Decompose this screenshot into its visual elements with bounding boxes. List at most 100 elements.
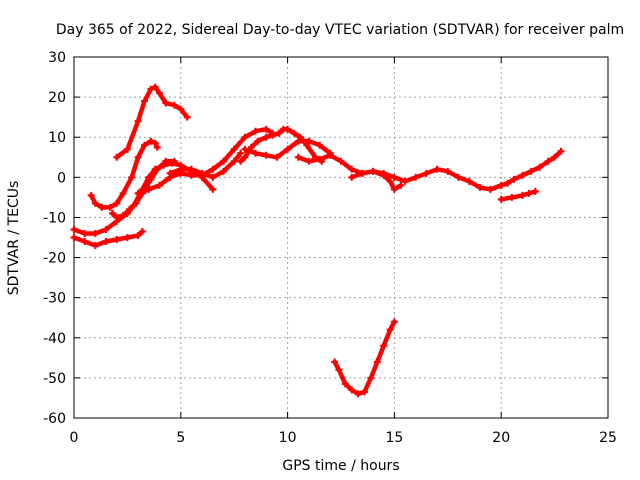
y-tick-label: -10 <box>43 210 66 226</box>
data-point <box>198 169 206 177</box>
data-point <box>126 205 134 213</box>
data-point <box>527 167 535 175</box>
x-tick-label: 20 <box>492 430 510 446</box>
data-point <box>551 153 559 161</box>
x-axis-title: GPS time / hours <box>282 458 399 474</box>
data-point <box>252 149 260 157</box>
data-point <box>284 125 292 133</box>
data-point <box>390 318 398 326</box>
data-point <box>241 145 249 153</box>
data-point <box>147 175 155 183</box>
data-point <box>337 157 345 165</box>
data-point <box>444 167 452 175</box>
data-point <box>354 390 362 398</box>
data-point <box>269 131 277 139</box>
data-point <box>531 187 539 195</box>
data-point <box>326 151 334 159</box>
data-point <box>91 242 99 250</box>
data-point <box>113 236 121 244</box>
data-point <box>237 157 245 165</box>
series-arc-7 <box>166 149 245 181</box>
data-point <box>508 193 516 201</box>
data-point <box>335 366 343 374</box>
grid <box>74 57 608 418</box>
data-point <box>155 89 163 97</box>
data-point <box>294 153 302 161</box>
data-point <box>497 195 505 203</box>
data-point <box>412 173 420 181</box>
data-point <box>262 151 270 159</box>
y-tick-label: 20 <box>48 90 66 106</box>
data-point <box>386 326 394 334</box>
data-point <box>134 189 142 197</box>
x-tick-label: 25 <box>599 430 617 446</box>
data-point <box>170 157 178 165</box>
data-point <box>91 199 99 207</box>
data-point <box>113 213 121 221</box>
data-point <box>519 171 527 179</box>
data-point <box>123 145 131 153</box>
x-tick-label: 10 <box>279 430 297 446</box>
data-point <box>132 199 140 207</box>
data-point <box>98 203 106 211</box>
data-point <box>187 165 195 173</box>
y-tick-label: -50 <box>43 371 66 387</box>
data-point <box>134 153 142 161</box>
data-point <box>220 167 228 175</box>
data-point <box>465 177 473 185</box>
data-point <box>254 137 262 145</box>
data-point <box>390 173 398 181</box>
data-point <box>151 83 159 91</box>
plot-frame <box>73 56 609 419</box>
data-point <box>316 141 324 149</box>
data-point <box>454 173 462 181</box>
data-point <box>525 189 533 197</box>
data-point <box>187 171 195 179</box>
series-arc-8 <box>237 125 326 165</box>
data-point <box>155 181 163 189</box>
data-point <box>209 185 217 193</box>
data-point <box>487 185 495 193</box>
data-point <box>348 386 356 394</box>
data-point <box>341 380 349 388</box>
series-arc-9 <box>241 137 334 161</box>
data-point <box>294 137 302 145</box>
data-point <box>544 157 552 165</box>
data-point <box>331 358 339 366</box>
y-axis-title: SDTVAR / TECUs <box>6 181 22 296</box>
data-point <box>557 147 565 155</box>
data-point <box>162 157 170 165</box>
data-point <box>290 129 298 137</box>
data-point <box>369 167 377 175</box>
data-point <box>422 169 430 177</box>
x-tick-label: 0 <box>70 430 79 446</box>
series-arc-12 <box>331 318 398 398</box>
series-arc-6 <box>134 125 277 197</box>
data-point <box>81 238 89 246</box>
data-point <box>373 358 381 366</box>
data-point <box>273 153 281 161</box>
data-point <box>237 149 245 157</box>
data-point <box>360 388 368 396</box>
data-point <box>284 145 292 153</box>
axis-ticks: 0 5 10 15 20 25 -60 -50 -40 -30 -20 -10 0 10 20 30 <box>43 50 617 446</box>
data-point <box>252 127 260 135</box>
data-point <box>241 153 249 161</box>
series-arc-2 <box>87 137 161 211</box>
data-point <box>102 225 110 233</box>
series-arc-1 <box>113 83 191 161</box>
series-arc-14 <box>497 187 539 203</box>
data-point <box>380 342 388 350</box>
data-point <box>151 139 159 147</box>
data-point <box>108 209 116 217</box>
data-point <box>367 374 375 382</box>
series-arc-5 <box>70 227 146 250</box>
data-point <box>209 173 217 181</box>
data-point <box>348 173 356 181</box>
data-point <box>510 175 518 183</box>
data-point <box>134 117 142 125</box>
data-point <box>397 181 405 189</box>
data-point <box>380 171 388 179</box>
data-point <box>230 157 238 165</box>
data-point <box>91 229 99 237</box>
